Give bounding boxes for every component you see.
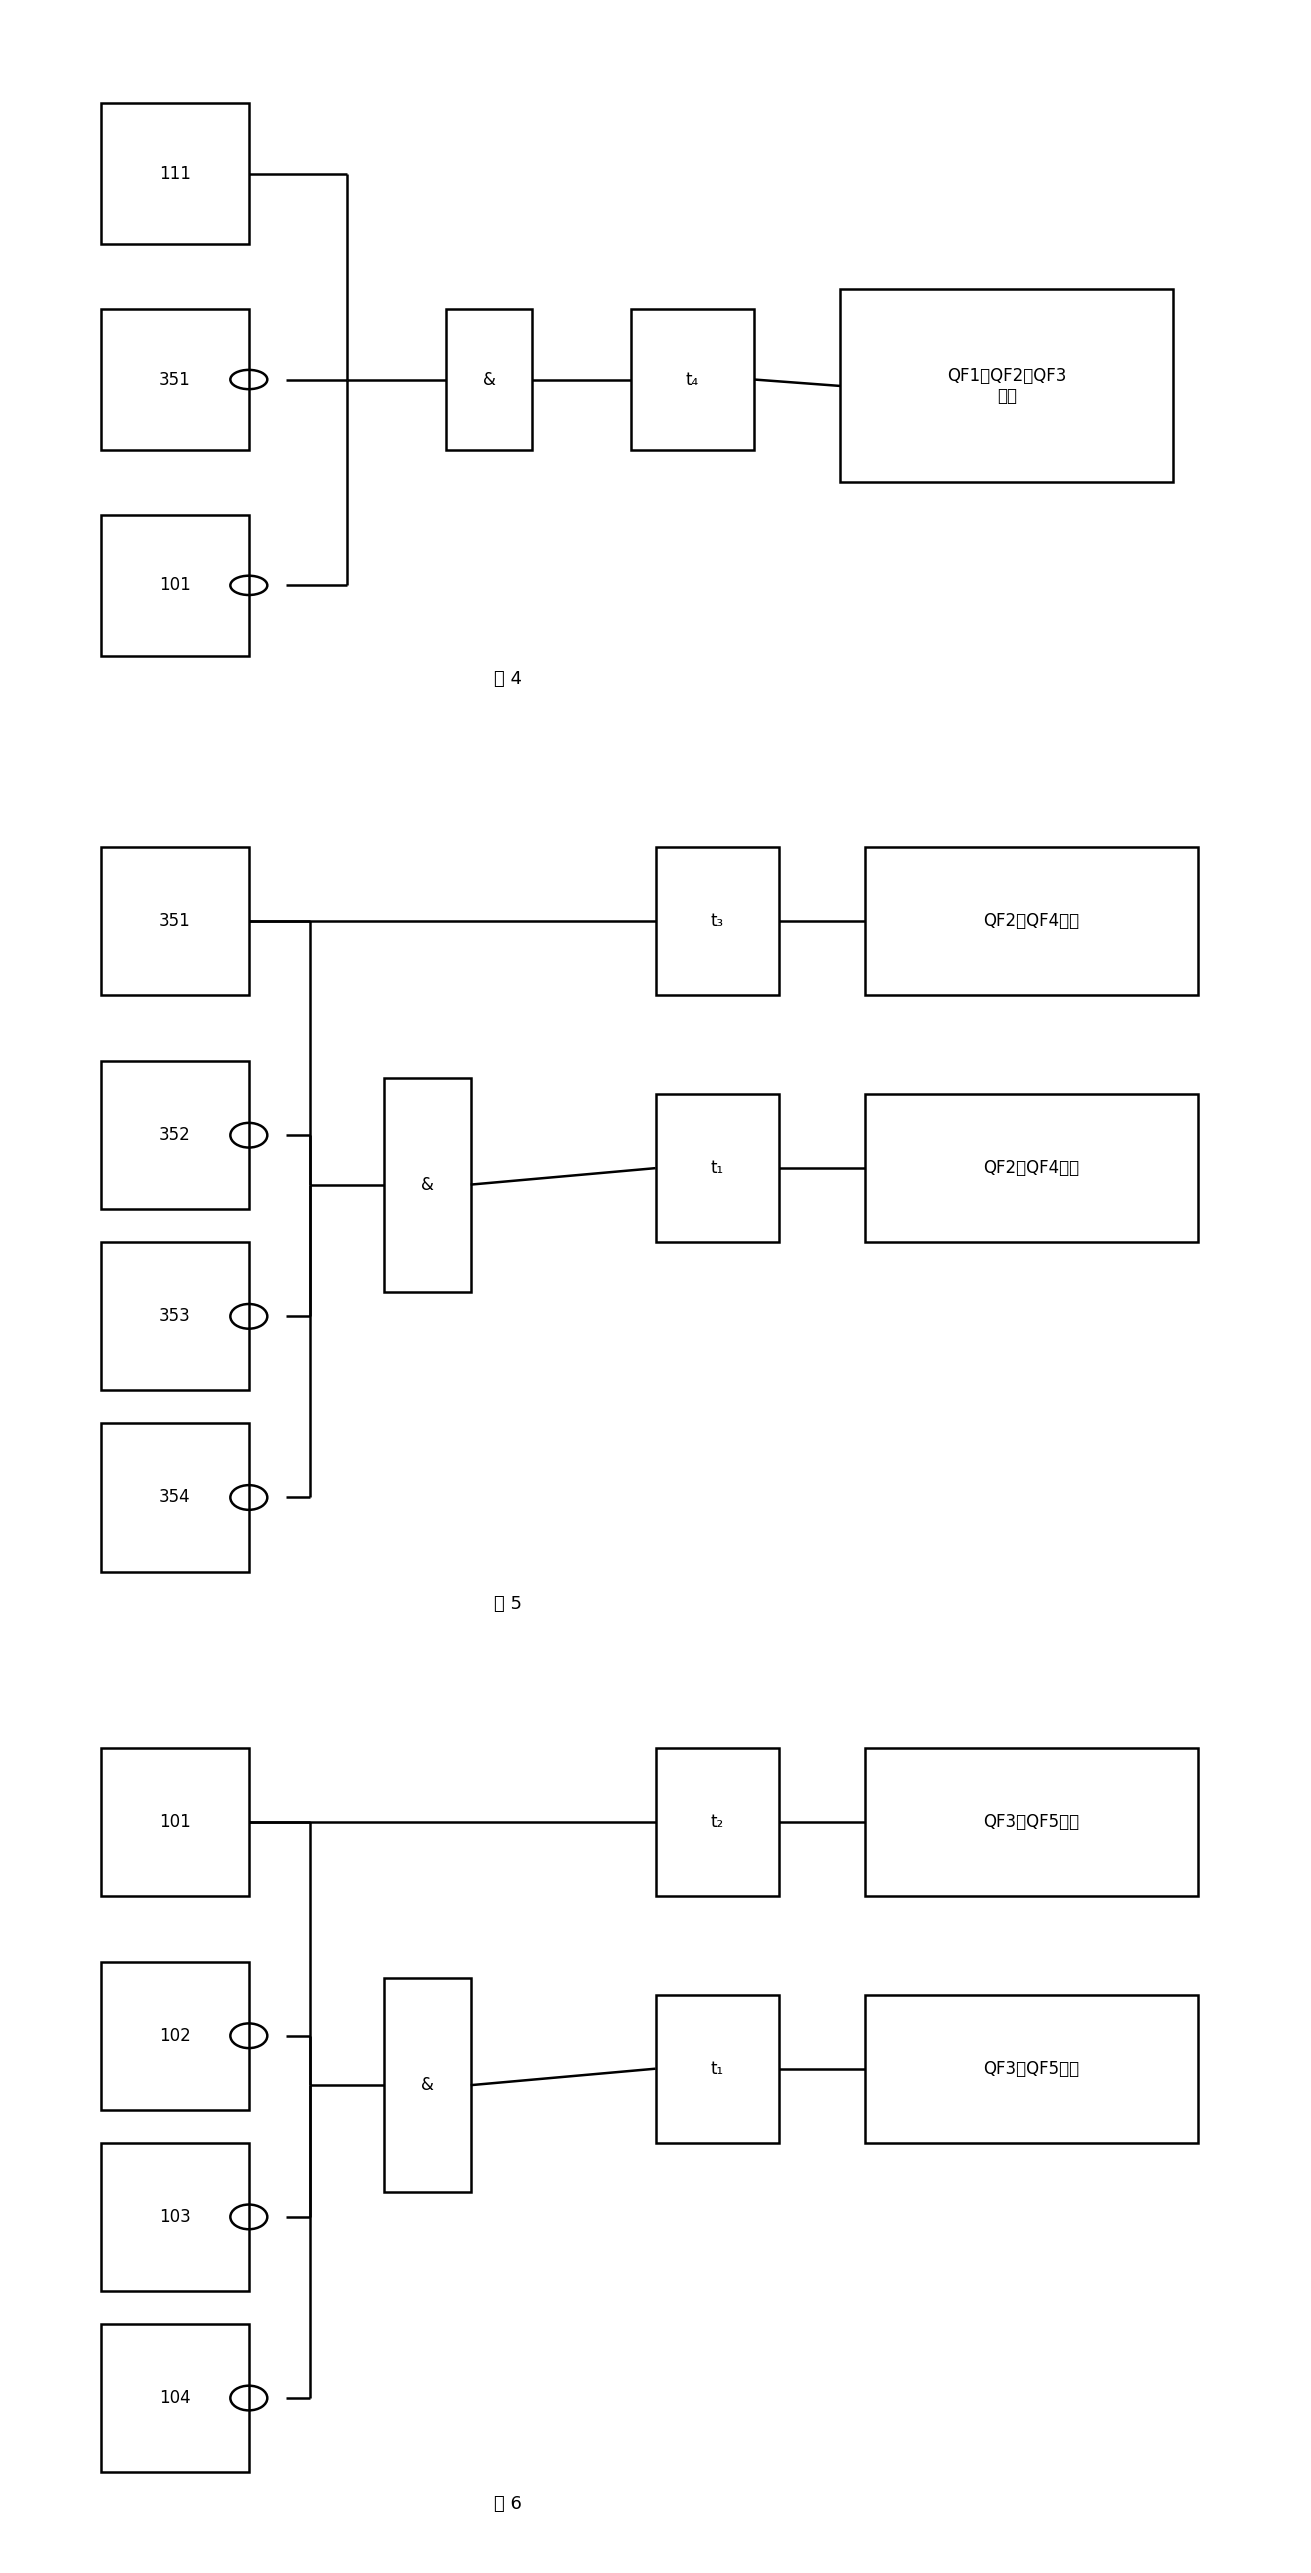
Text: t₁: t₁ <box>711 2061 724 2076</box>
Text: 354: 354 <box>159 1490 190 1505</box>
Bar <box>101 2323 249 2473</box>
Text: t₄: t₄ <box>686 371 699 389</box>
Text: 101: 101 <box>159 576 191 594</box>
Bar <box>101 515 249 656</box>
Text: &: & <box>421 2076 434 2094</box>
Bar <box>865 1094 1198 1243</box>
Bar <box>101 1060 249 1209</box>
Text: 102: 102 <box>159 2028 191 2046</box>
Bar <box>865 1994 1198 2143</box>
Bar <box>656 1994 779 2143</box>
Text: QF3、QF5跳闸: QF3、QF5跳闸 <box>983 1814 1079 1829</box>
Text: QF2、QF4跳闸: QF2、QF4跳闸 <box>983 913 1079 929</box>
Bar <box>446 309 532 450</box>
Bar <box>865 1747 1198 1896</box>
Bar <box>101 2143 249 2290</box>
Bar <box>656 1094 779 1243</box>
Text: 图 5: 图 5 <box>494 1595 522 1613</box>
Bar <box>101 103 249 244</box>
Bar <box>656 847 779 996</box>
Text: 101: 101 <box>159 1814 191 1829</box>
Text: &: & <box>421 1176 434 1194</box>
Text: 352: 352 <box>159 1127 191 1145</box>
Text: t₂: t₂ <box>711 1814 724 1829</box>
Bar <box>631 309 754 450</box>
Bar <box>101 1243 249 1389</box>
Bar <box>101 847 249 996</box>
Bar <box>656 1747 779 1896</box>
Bar <box>865 847 1198 996</box>
Bar <box>101 1423 249 1572</box>
Text: 104: 104 <box>159 2390 190 2406</box>
Text: 图 4: 图 4 <box>494 672 522 690</box>
Text: t₃: t₃ <box>711 913 724 929</box>
Bar <box>384 1979 471 2192</box>
Bar <box>101 309 249 450</box>
Text: 图 6: 图 6 <box>494 2496 522 2514</box>
Text: 351: 351 <box>159 371 191 389</box>
Text: QF1、QF2、QF3
跳闸: QF1、QF2、QF3 跳闸 <box>947 365 1066 407</box>
Text: QF2、QF4跳闸: QF2、QF4跳闸 <box>983 1160 1079 1176</box>
Bar <box>101 1747 249 1896</box>
Bar <box>840 291 1173 484</box>
Bar <box>384 1078 471 1292</box>
Text: 111: 111 <box>159 165 191 183</box>
Text: 351: 351 <box>159 913 191 929</box>
Text: 353: 353 <box>159 1307 191 1325</box>
Text: t₁: t₁ <box>711 1160 724 1176</box>
Text: QF3、QF5跳闸: QF3、QF5跳闸 <box>983 2061 1079 2076</box>
Text: &: & <box>482 371 496 389</box>
Text: 103: 103 <box>159 2208 191 2226</box>
Bar <box>101 1961 249 2110</box>
